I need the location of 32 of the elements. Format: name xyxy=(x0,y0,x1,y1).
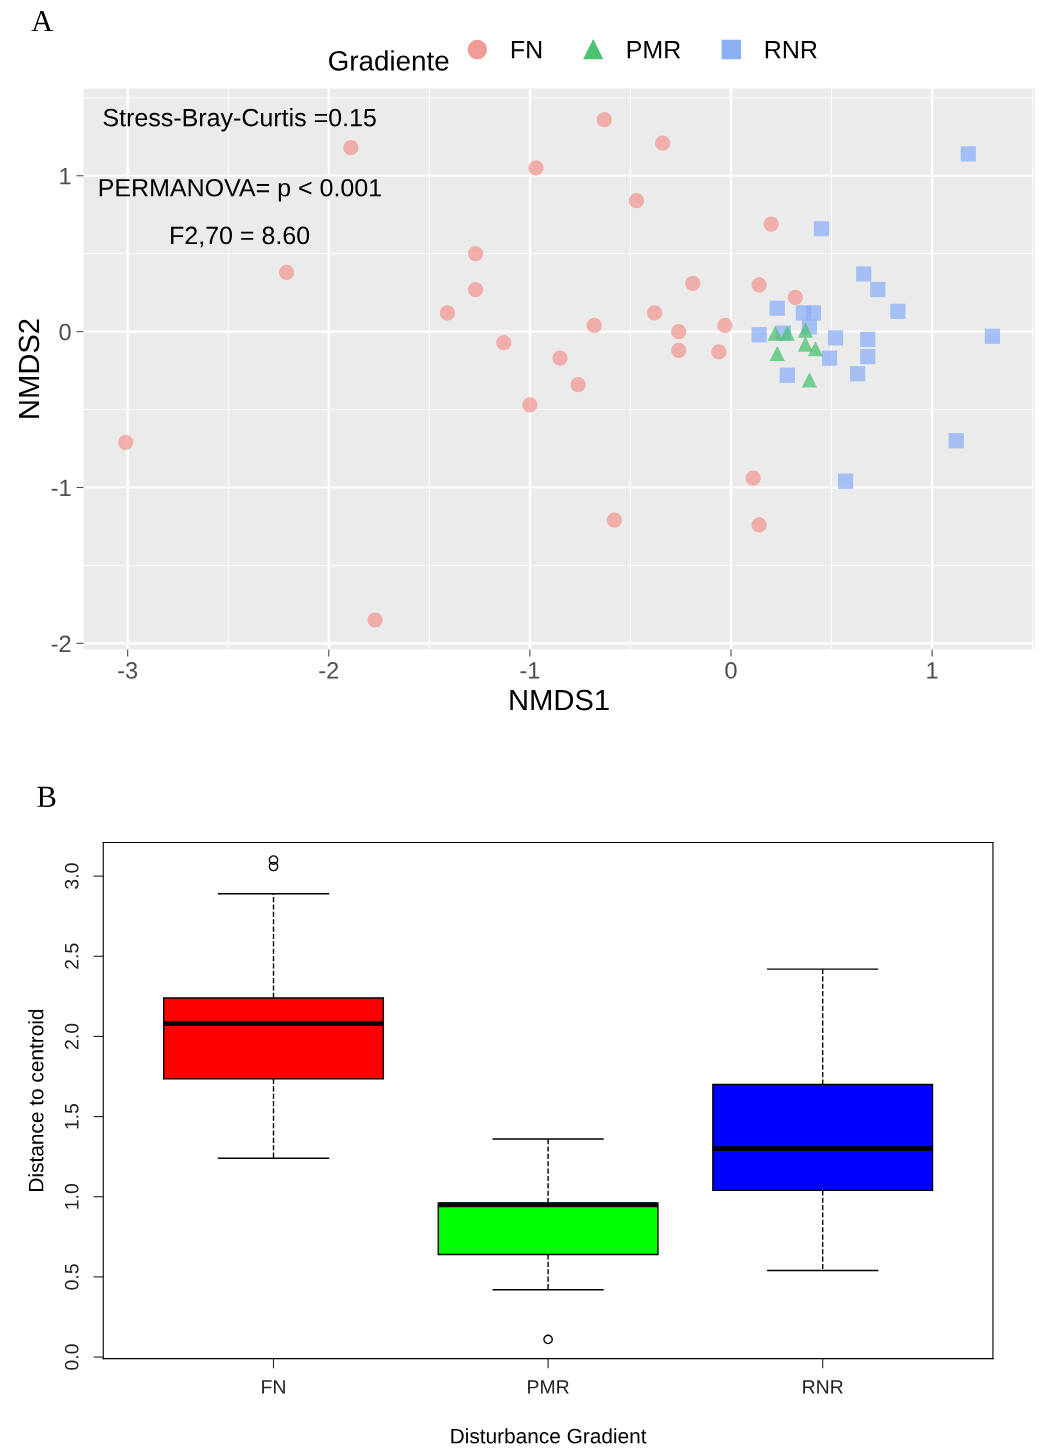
y-tick-label: 0.5 xyxy=(64,1264,79,1290)
x-tick-label: PMR xyxy=(528,1380,569,1394)
legend-title: Gradiente xyxy=(329,50,449,71)
x-tick-label: -2 xyxy=(319,662,339,679)
x-tick-label: 0 xyxy=(725,662,737,679)
x-axis-title: Disturbance Gradient xyxy=(451,1428,647,1444)
y-tick-label: 3.0 xyxy=(64,863,79,889)
y-tick-label: 2.0 xyxy=(64,1023,79,1049)
y-tick-label: 1.0 xyxy=(64,1183,79,1209)
y-tick-label: 2.5 xyxy=(64,943,79,969)
y-tick-label: 0 xyxy=(59,323,71,341)
x-tick-label: FN xyxy=(262,1380,285,1394)
y-tick-label: 1.5 xyxy=(65,1103,79,1129)
y-tick-label: -2 xyxy=(51,635,71,652)
annotation: Stress-Bray-Curtis =0.15 xyxy=(103,108,376,132)
legend-label: FN xyxy=(511,41,542,59)
x-tick-label: -1 xyxy=(520,662,540,679)
y-tick-label: 0.0 xyxy=(64,1344,79,1370)
y-tick-label: 1 xyxy=(60,168,71,185)
y-axis-title: NMDS2 xyxy=(18,319,40,418)
x-tick-label: 1 xyxy=(927,662,938,679)
text: A xyxy=(31,10,53,32)
x-axis-title: NMDS1 xyxy=(510,689,609,711)
y-axis-title: Distance to centroid xyxy=(28,1009,44,1191)
x-tick-label: RNR xyxy=(803,1380,843,1394)
y-tick-label: -1 xyxy=(51,479,71,497)
legend-label: RNR xyxy=(765,41,817,59)
text: B xyxy=(37,786,56,807)
annotation: F2,70 = 8.60 xyxy=(171,226,310,248)
legend-label: PMR xyxy=(627,41,681,59)
annotation: PERMANOVA= p < 0.001 xyxy=(99,178,381,202)
x-tick-label: -3 xyxy=(118,662,138,679)
